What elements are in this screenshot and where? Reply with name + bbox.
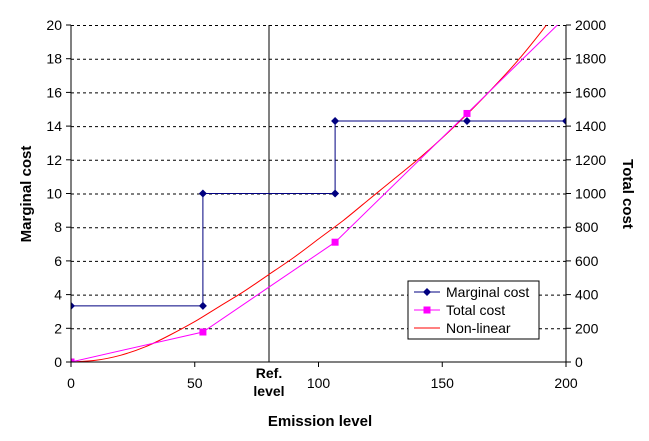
tick-labels: 0246810121416182002004006008001000120014… bbox=[46, 17, 606, 391]
y-right-tick-label: 1400 bbox=[575, 118, 606, 134]
legend-label-marginal: Marginal cost bbox=[446, 284, 529, 300]
marker-marginal-cost bbox=[198, 189, 207, 198]
y-right-tick-label: 200 bbox=[575, 320, 599, 336]
y-left-tick-label: 0 bbox=[54, 354, 62, 370]
y-left-tick-label: 20 bbox=[46, 17, 62, 33]
legend: Marginal cost Total cost Non-linear bbox=[407, 280, 540, 340]
y-left-tick-label: 18 bbox=[46, 51, 62, 67]
y-left-tick-label: 16 bbox=[46, 84, 62, 100]
y-left-tick-label: 2 bbox=[54, 320, 62, 336]
legend-marker-total bbox=[423, 306, 431, 314]
marker-total-cost bbox=[71, 358, 75, 362]
marker-marginal-cost bbox=[562, 117, 566, 126]
marker-marginal-cost bbox=[331, 189, 340, 198]
y-right-tick-label: 1200 bbox=[575, 152, 606, 168]
legend-marker-marginal bbox=[423, 288, 431, 296]
x-tick-label: 150 bbox=[431, 375, 455, 391]
reference-level-annotation: Ref. level bbox=[253, 25, 285, 399]
y-right-tick-label: 2000 bbox=[575, 17, 606, 33]
marker-total-cost bbox=[331, 238, 339, 246]
x-tick-label: 50 bbox=[187, 375, 203, 391]
y-left-tick-label: 10 bbox=[46, 186, 62, 202]
marker-total-cost bbox=[463, 109, 471, 117]
legend-label-nonlinear: Non-linear bbox=[446, 320, 511, 336]
series-total-cost bbox=[71, 25, 559, 362]
y-left-tick-label: 6 bbox=[54, 253, 62, 269]
marker-marginal-cost bbox=[71, 301, 75, 310]
series-line-marginal-cost bbox=[71, 120, 566, 307]
legend-label-total: Total cost bbox=[446, 302, 505, 318]
y-right-tick-label: 600 bbox=[575, 253, 599, 269]
x-tick-label: 0 bbox=[67, 375, 75, 391]
y-right-tick-label: 1600 bbox=[575, 84, 606, 100]
y-right-tick-label: 800 bbox=[575, 219, 599, 235]
marker-total-cost bbox=[199, 328, 207, 336]
y-left-tick-label: 14 bbox=[46, 118, 62, 134]
y-left-tick-label: 4 bbox=[54, 287, 62, 303]
series-marginal-cost bbox=[71, 117, 566, 310]
y-right-tick-label: 1000 bbox=[575, 186, 606, 202]
y-left-tick-label: 12 bbox=[46, 152, 62, 168]
x-tick-label: 100 bbox=[307, 375, 331, 391]
y-axis-title-left: Marginal cost bbox=[18, 146, 35, 243]
y-right-tick-label: 400 bbox=[575, 287, 599, 303]
reference-level-label-line-2: level bbox=[253, 383, 284, 399]
y-right-tick-label: 0 bbox=[575, 354, 583, 370]
marker-marginal-cost bbox=[463, 117, 471, 126]
series-group bbox=[71, 25, 566, 362]
x-tick-label: 200 bbox=[554, 375, 578, 391]
reference-level-label-line-1: Ref. bbox=[256, 365, 282, 381]
marker-marginal-cost bbox=[331, 117, 340, 126]
x-axis-title: Emission level bbox=[268, 413, 372, 430]
marker-marginal-cost bbox=[198, 301, 207, 310]
y-left-tick-label: 8 bbox=[54, 219, 62, 235]
y-right-tick-label: 1800 bbox=[575, 51, 606, 67]
y-axis-title-right: Total cost bbox=[619, 159, 636, 229]
